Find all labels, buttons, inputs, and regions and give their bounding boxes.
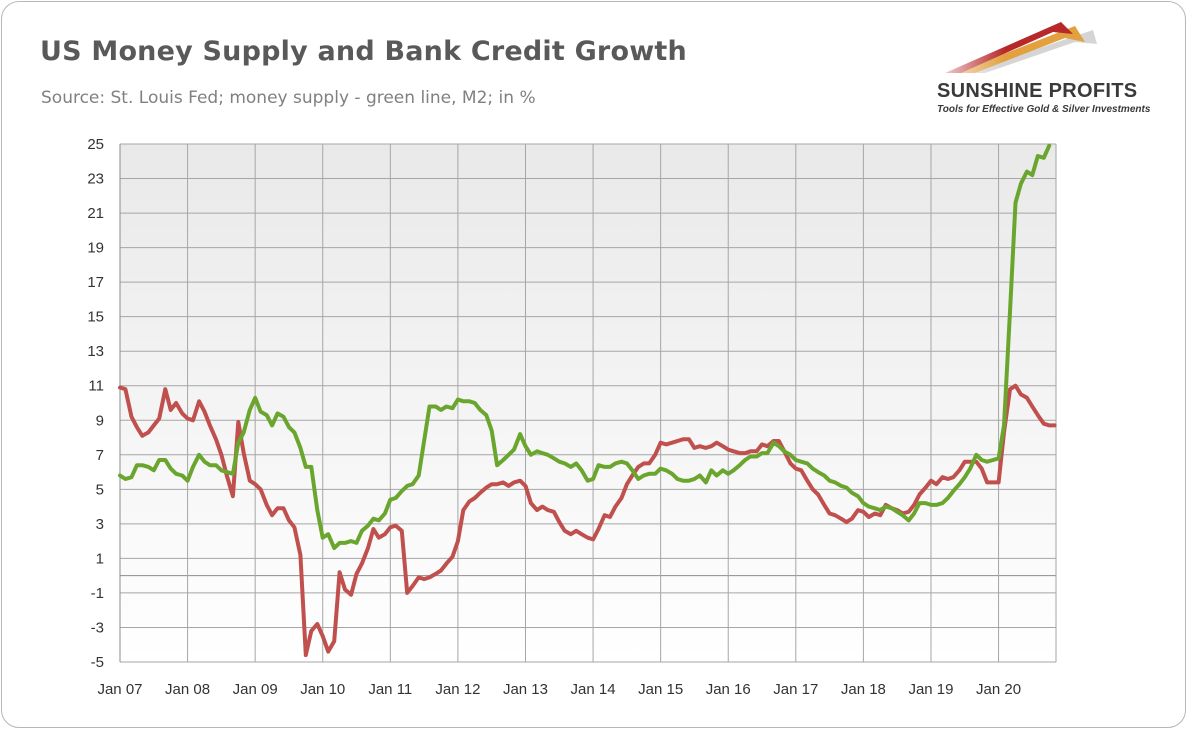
y-tick-label: 19	[87, 240, 104, 257]
sunshine-profits-logo: SUNSHINE PROFITS Tools for Effective Gol…	[925, 20, 1175, 120]
series-lines	[118, 143, 1057, 658]
x-axis: Jan 07 Jan 08 Jan 09 Jan 10 Jan 11 Jan 12 Jan …	[97, 681, 1021, 698]
y-tick-label: 9	[96, 412, 104, 429]
logo-tagline: Tools for Effective Gold & Silver Invest…	[937, 104, 1151, 115]
y-tick-label: -3	[91, 619, 104, 636]
y-tick-label: -5	[91, 654, 104, 671]
y-tick-label: 7	[96, 447, 104, 464]
y-tick-label: 13	[87, 343, 104, 360]
y-tick-label: 17	[87, 274, 104, 291]
y-tick-label: 1	[96, 550, 104, 567]
logo-name: SUNSHINE PROFITS	[937, 80, 1138, 102]
chart-subtitle: Source: St. Louis Fed; money supply - gr…	[41, 88, 536, 108]
y-tick-label: -1	[91, 585, 104, 602]
x-tick-label: Jan 14	[571, 681, 616, 698]
y-tick-label: 3	[96, 516, 104, 533]
x-tick-label: Jan 15	[638, 681, 683, 698]
x-tick-label: Jan 11	[368, 681, 412, 698]
x-tick-label: Jan 10	[300, 681, 345, 698]
x-tick-label: Jan 12	[435, 681, 480, 698]
x-tick-label: Jan 07	[97, 681, 142, 698]
logo-swoosh-icon	[925, 20, 1097, 80]
y-tick-label: 21	[87, 205, 104, 222]
x-tick-label: Jan 13	[503, 681, 548, 698]
x-tick-label: Jan 19	[908, 681, 953, 698]
x-tick-label: Jan 16	[706, 681, 751, 698]
y-tick-label: 15	[87, 309, 104, 326]
y-tick-label: 11	[88, 378, 104, 395]
series-line-money-supply	[118, 143, 1052, 550]
x-tick-label: Jan 09	[233, 681, 278, 698]
y-axis: 25 23 21 19 17 15 13 11 9 7 5 3 1 -1 -3 -5	[87, 136, 104, 671]
x-tick-label: Jan 17	[773, 681, 818, 698]
chart-title: US Money Supply and Bank Credit Growth	[40, 36, 687, 67]
y-tick-label: 5	[96, 481, 104, 498]
x-tick-label: Jan 18	[841, 681, 886, 698]
plot-area	[120, 144, 1056, 662]
x-tick-label: Jan 08	[165, 681, 210, 698]
y-tick-label: 25	[87, 136, 104, 153]
y-tick-label: 23	[87, 171, 104, 188]
gridlines	[119, 143, 1057, 663]
x-tick-label: Jan 20	[976, 681, 1021, 698]
